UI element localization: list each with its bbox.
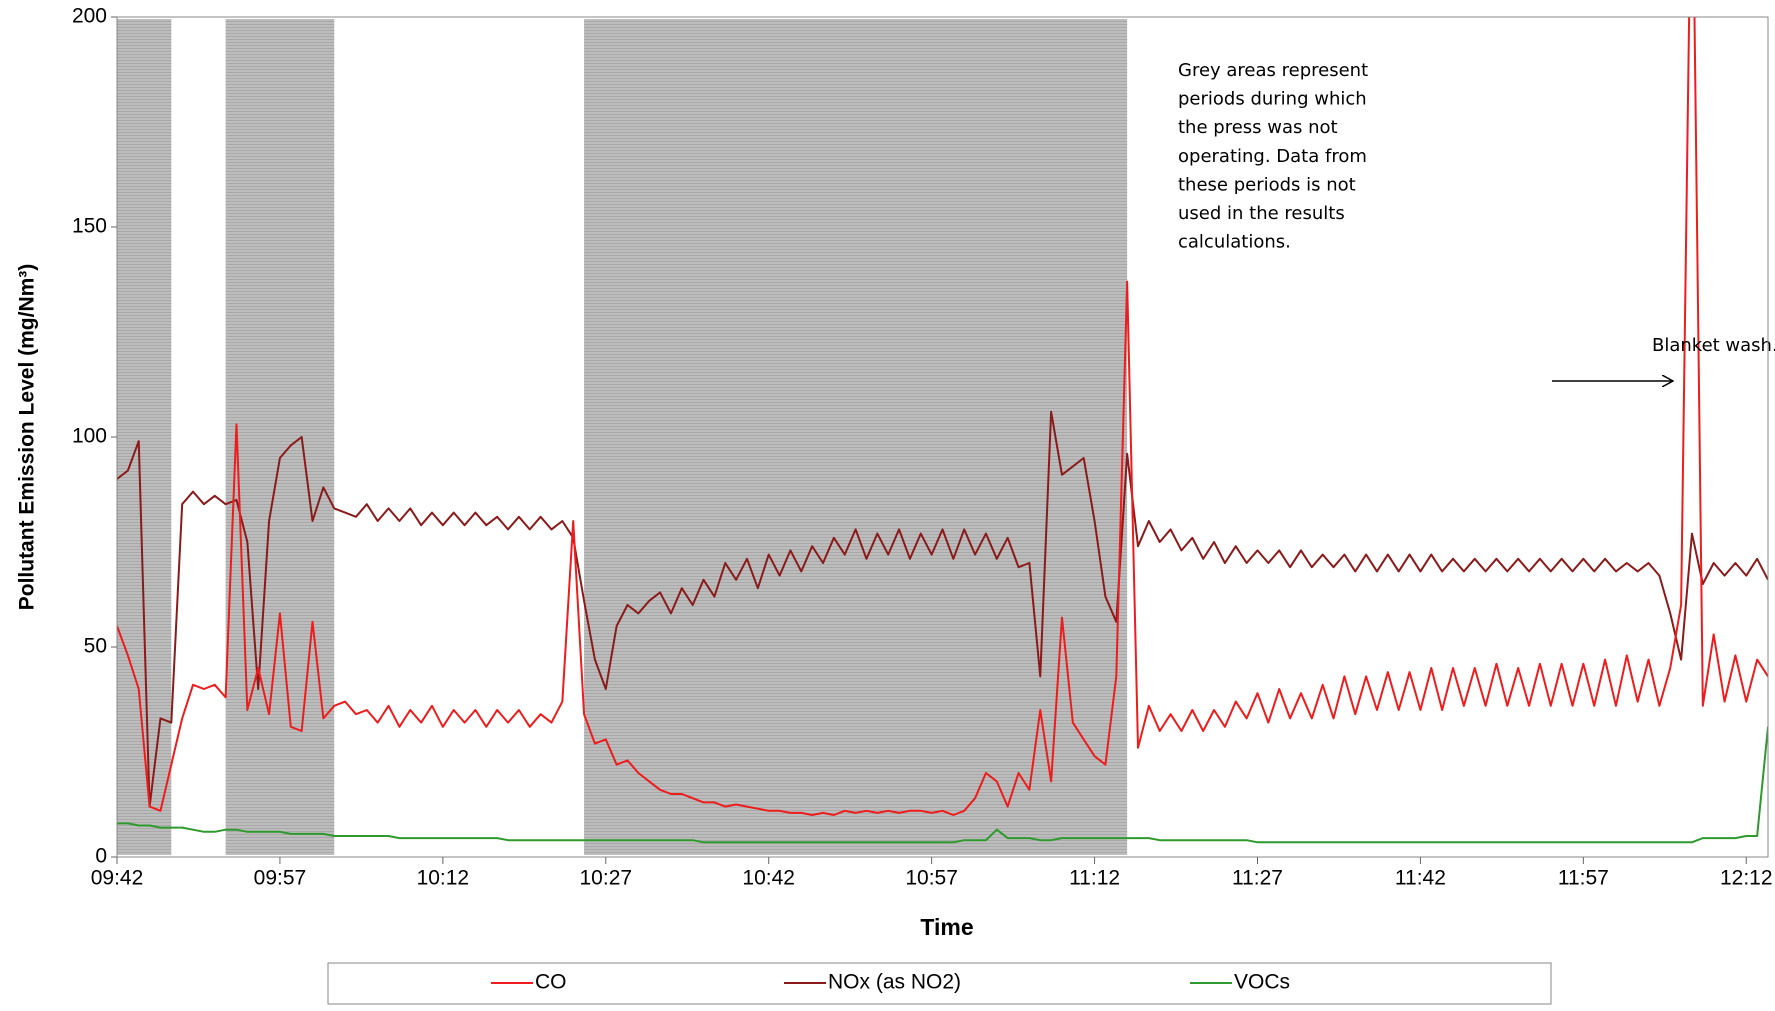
note-line: these periods is not xyxy=(1178,174,1356,195)
shaded-period xyxy=(584,19,1128,855)
series-line xyxy=(117,726,1768,844)
series-line xyxy=(117,410,1768,808)
shaded-period xyxy=(117,19,172,855)
y-tick-label: 150 xyxy=(72,215,107,238)
x-tick-label: 10:12 xyxy=(417,867,470,890)
arrow-label: Blanket wash. xyxy=(1652,335,1775,356)
note-line: operating. Data from xyxy=(1178,146,1367,167)
x-tick-label: 09:57 xyxy=(254,867,307,890)
x-tick-label: 11:57 xyxy=(1558,867,1609,890)
x-tick-label: 10:57 xyxy=(905,867,958,890)
x-axis-label: Time xyxy=(920,914,973,940)
y-tick-label: 200 xyxy=(72,5,107,28)
note-line: periods during which xyxy=(1178,89,1367,110)
y-tick-label: 100 xyxy=(72,425,107,448)
note-line: used in the results xyxy=(1178,203,1345,224)
note-line: the press was not xyxy=(1178,117,1338,138)
x-tick-label: 09:42 xyxy=(91,867,144,890)
shaded-period xyxy=(225,19,335,855)
y-tick-label: 0 xyxy=(95,845,107,868)
legend-label: VOCs xyxy=(1234,971,1290,994)
x-tick-label: 11:27 xyxy=(1232,867,1283,890)
series-line xyxy=(117,17,1768,816)
x-tick-label: 10:42 xyxy=(742,867,795,890)
x-tick-label: 12:12 xyxy=(1720,867,1773,890)
x-tick-label: 10:27 xyxy=(580,867,633,890)
note-line: Grey areas represent xyxy=(1178,60,1368,81)
x-tick-label: 11:42 xyxy=(1395,867,1446,890)
y-axis-label: Pollutant Emission Level (mg/Nm³) xyxy=(16,264,39,611)
y-tick-label: 50 xyxy=(84,635,107,658)
x-tick-label: 11:12 xyxy=(1069,867,1120,890)
legend-label: CO xyxy=(535,971,567,994)
note-line: calculations. xyxy=(1178,232,1291,253)
legend-label: NOx (as NO2) xyxy=(828,971,961,994)
